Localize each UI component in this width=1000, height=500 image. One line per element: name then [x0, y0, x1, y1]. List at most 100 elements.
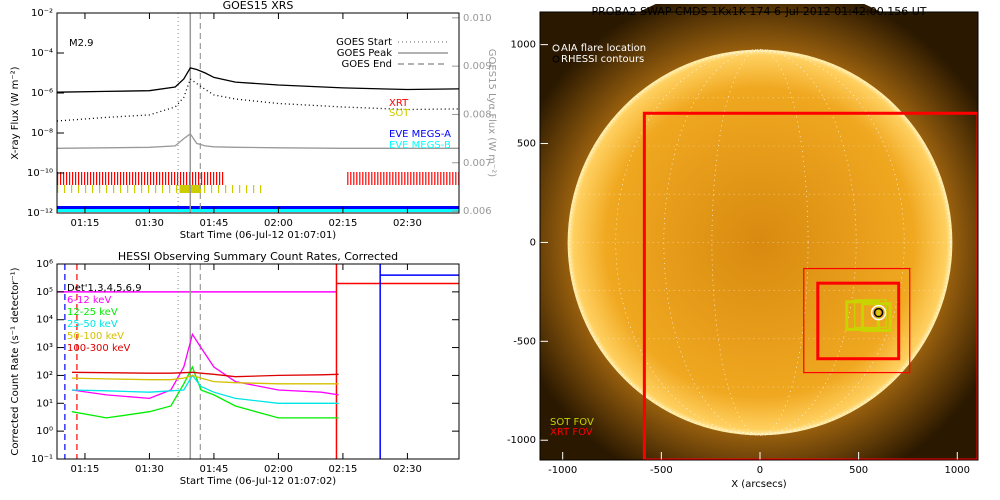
coverage-bar: [57, 206, 459, 209]
coverage-tick: [102, 172, 104, 185]
y-axis-label: X-ray Flux (W m⁻²): [10, 66, 21, 159]
y-tick-label: 0: [530, 237, 536, 248]
coverage-tick: [159, 172, 161, 185]
frame: [56, 12, 460, 214]
coverage-tick: [106, 185, 108, 193]
x-tick-label: 01:15: [71, 464, 100, 475]
flare-marker: [870, 304, 887, 321]
fov-box: [642, 111, 978, 460]
x-tick-label: 01:45: [200, 218, 229, 229]
coverage-tick: [455, 172, 457, 185]
coverage-tick: [356, 172, 358, 185]
coverage-tick: [127, 185, 129, 193]
coverage-tick: [386, 172, 388, 185]
coverage-tick: [392, 172, 394, 185]
y-tick-label: 10⁻¹⁰: [27, 168, 53, 179]
coverage-tick: [123, 172, 125, 185]
coverage-tick: [211, 185, 213, 193]
coverage-tick: [90, 172, 92, 185]
coverage-tick: [446, 172, 448, 185]
coverage-tick: [192, 172, 194, 185]
coverage-tick: [126, 172, 128, 185]
coverage-tick: [150, 172, 152, 185]
coverage-tick: [81, 172, 83, 185]
legend-label: GOES End: [342, 59, 392, 70]
coverage-tick: [111, 172, 113, 185]
coverage-tick: [114, 172, 116, 185]
coverage-tick: [452, 172, 454, 185]
coverage-tick: [138, 172, 140, 185]
x-tick-label: -500: [650, 465, 673, 476]
y-tick-label: 1000: [511, 40, 536, 51]
y-tick-label: 10²: [36, 370, 53, 381]
coverage-tick: [362, 172, 364, 185]
y-tick-label: 10⁻⁴: [31, 48, 53, 59]
panel-title: HESSI Observing Summary Count Rates, Cor…: [118, 250, 398, 263]
x-tick-label: 02:00: [264, 464, 293, 475]
coverage-tick: [383, 172, 385, 185]
coverage-tick: [413, 172, 415, 185]
coverage-tick: [85, 185, 87, 193]
y-tick-label: 10⁰: [36, 426, 53, 437]
y-tick-label: 10⁻⁸: [31, 128, 53, 139]
coverage-tick: [350, 172, 352, 185]
series-line: [71, 374, 339, 404]
annotation: M2.9: [69, 38, 94, 49]
coverage-bar: [57, 185, 262, 193]
fov-box: [854, 299, 887, 329]
y-tick-label: -500: [513, 336, 536, 347]
coverage-tick: [64, 185, 66, 193]
x-axis-label: X (arcsecs): [731, 479, 787, 490]
coverage-tick: [144, 172, 146, 185]
coverage-tick: [374, 172, 376, 185]
coverage-tick: [210, 172, 212, 185]
coverage-tick: [216, 172, 218, 185]
coverage-bar: [57, 209, 459, 212]
coverage-tick: [148, 185, 150, 193]
legend-label: 12-25 keV: [67, 307, 118, 318]
coverage-label: EVE MEGS-B: [389, 140, 451, 151]
x-tick-label: 500: [849, 465, 868, 476]
coverage-tick: [204, 185, 206, 193]
legend-label: 25-50 keV: [67, 319, 118, 330]
coverage-tick: [120, 185, 122, 193]
x-axis-label: Start Time (06-Jul-12 01:07:01): [180, 230, 337, 241]
coverage-tick: [162, 172, 164, 185]
panel: HESSI Observing Summary Count Rates, Cor…: [10, 250, 460, 487]
coverage-tick: [108, 172, 110, 185]
fov-box: [816, 281, 901, 361]
coverage-tick: [365, 172, 367, 185]
rhessi-contour: [873, 307, 884, 318]
coverage-tick: [135, 172, 137, 185]
coverage-tick: [72, 172, 74, 185]
legend-label: RHESSI contours: [561, 54, 644, 65]
coverage-tick: [169, 185, 171, 193]
legend-swatch: [552, 44, 560, 52]
coverage-tick: [75, 172, 77, 185]
coverage-tick: [78, 185, 80, 193]
coverage-tick: [84, 172, 86, 185]
x-tick-label: 01:15: [71, 218, 100, 229]
coverage-tick: [377, 172, 379, 185]
y-tick-label: 10⁻⁶: [31, 88, 53, 99]
legend-label: SOT FOV: [550, 417, 594, 428]
coverage-tick: [239, 185, 241, 193]
legend-label: XRT FOV: [550, 427, 593, 438]
coverage-tick: [395, 172, 397, 185]
coverage-bar: [347, 172, 459, 185]
y2-tick-label: 0.009: [463, 61, 492, 72]
y-tick-label: 10⁵: [36, 287, 53, 298]
coverage-tick: [428, 172, 430, 185]
fov-box: [803, 267, 911, 374]
y2-tick-label: 0.010: [463, 13, 492, 24]
y-tick-label: 10⁻²: [31, 8, 53, 19]
coverage-tick: [129, 172, 131, 185]
coverage-tick: [219, 172, 221, 185]
coverage-tick: [155, 185, 157, 193]
x-tick-label: 0: [757, 465, 763, 476]
x-tick-label: 01:45: [200, 464, 229, 475]
coverage-tick: [359, 172, 361, 185]
coverage-tick: [176, 185, 178, 193]
coverage-tick: [156, 172, 158, 185]
